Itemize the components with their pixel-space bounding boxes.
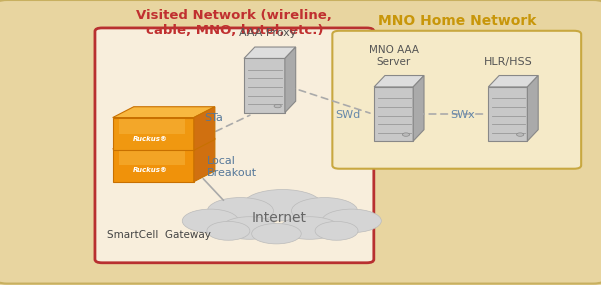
Polygon shape — [113, 138, 215, 149]
Polygon shape — [285, 47, 296, 113]
Text: SmartCell  Gateway: SmartCell Gateway — [108, 230, 211, 240]
Ellipse shape — [207, 221, 250, 240]
Ellipse shape — [182, 209, 239, 233]
Polygon shape — [113, 117, 194, 150]
Ellipse shape — [221, 217, 278, 239]
Text: SWx: SWx — [450, 110, 475, 121]
Text: Internet: Internet — [252, 211, 307, 225]
Text: Ruckus®: Ruckus® — [133, 136, 168, 142]
Text: Local
Breakout: Local Breakout — [207, 156, 257, 178]
Polygon shape — [488, 76, 538, 87]
FancyBboxPatch shape — [332, 31, 581, 169]
Ellipse shape — [315, 221, 358, 240]
Polygon shape — [528, 76, 538, 141]
Ellipse shape — [243, 190, 322, 221]
Ellipse shape — [291, 198, 358, 224]
Polygon shape — [374, 76, 424, 87]
Text: AAA Proxy: AAA Proxy — [239, 28, 296, 38]
Polygon shape — [119, 119, 185, 134]
Ellipse shape — [279, 217, 339, 239]
Polygon shape — [194, 107, 215, 150]
FancyBboxPatch shape — [488, 87, 528, 141]
FancyBboxPatch shape — [374, 87, 413, 141]
Text: Visited Network (wireline,
cable, MNO, hotel, etc.): Visited Network (wireline, cable, MNO, h… — [136, 9, 332, 36]
Text: SWd: SWd — [335, 110, 361, 121]
Text: Ruckus®: Ruckus® — [133, 167, 168, 173]
Ellipse shape — [322, 209, 381, 233]
Circle shape — [516, 133, 523, 136]
FancyBboxPatch shape — [244, 58, 285, 113]
Text: MNO Home Network: MNO Home Network — [377, 14, 536, 28]
FancyBboxPatch shape — [95, 28, 374, 263]
Polygon shape — [113, 149, 194, 182]
Polygon shape — [113, 107, 215, 117]
Ellipse shape — [207, 198, 273, 224]
Text: MNO AAA
Server: MNO AAA Server — [368, 45, 419, 67]
Polygon shape — [194, 138, 215, 182]
Text: HLR/HSS: HLR/HSS — [483, 57, 532, 67]
Polygon shape — [413, 76, 424, 141]
Polygon shape — [119, 150, 185, 165]
Polygon shape — [244, 47, 296, 58]
Text: STa: STa — [204, 113, 223, 123]
Circle shape — [403, 133, 410, 136]
Circle shape — [274, 104, 281, 108]
Ellipse shape — [252, 223, 301, 244]
